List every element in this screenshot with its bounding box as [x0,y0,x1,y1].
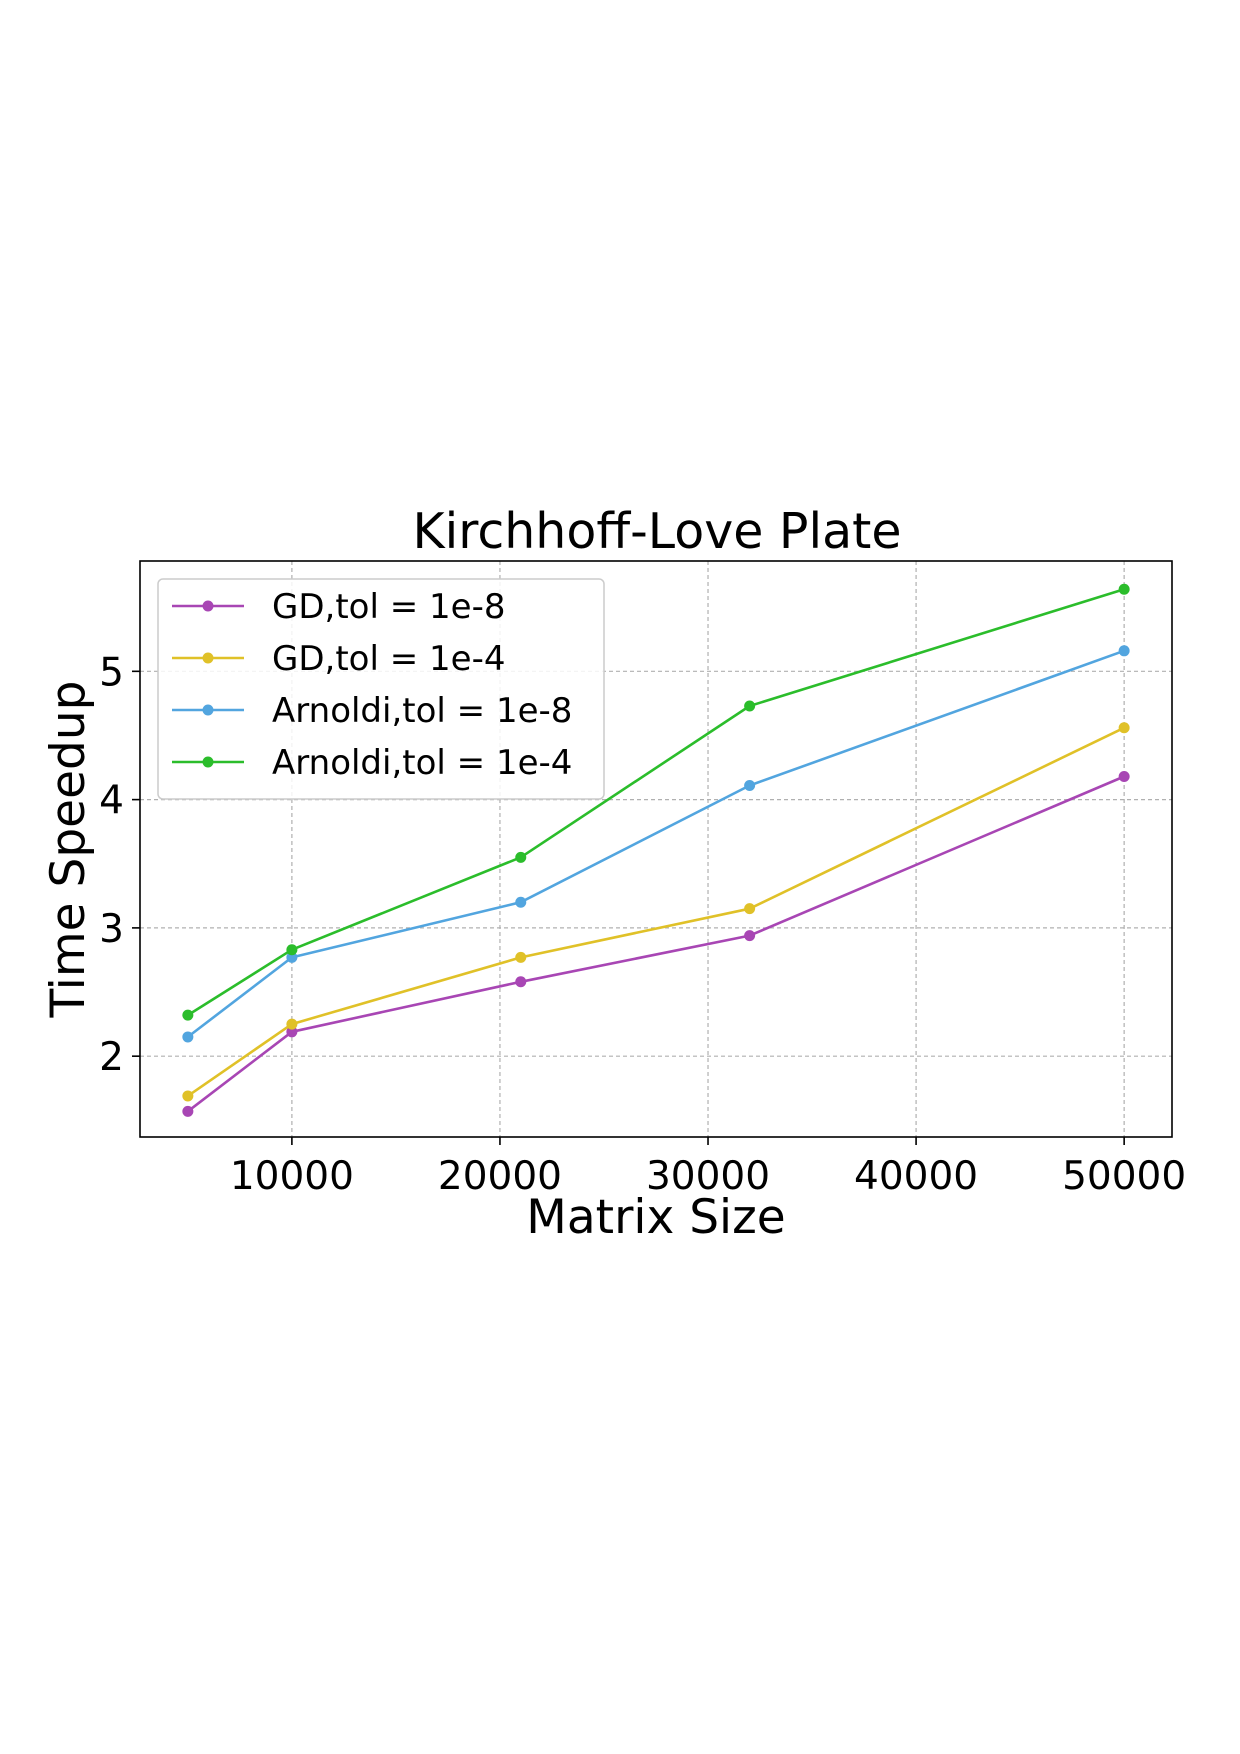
legend-entry: Arnoldi,tol = 1e-4 [172,743,572,783]
legend: GD,tol = 1e-8 GD,tol = 1e-4 Arnoldi,tol = … [157,578,605,800]
data-point [1118,722,1130,734]
data-point [515,896,527,908]
series-group [182,771,1130,1117]
legend-box [157,578,605,800]
y-tick-label: 5 [99,650,124,695]
x-tick-label: 20000 [438,1154,562,1199]
legend-swatch-marker [202,600,214,612]
legend-entry: Arnoldi,tol = 1e-8 [172,691,572,731]
data-point [744,903,756,915]
series-group [182,722,1130,1102]
x-axis-label: Matrix Size [526,1190,785,1245]
x-tick-label: 50000 [1062,1154,1186,1199]
y-tick-label: 2 [99,1035,124,1080]
axis-ticks: 10000 20000 30000 40000 50000 2 3 4 5 [99,650,1186,1199]
data-point [744,930,756,942]
data-point [515,851,527,863]
legend-swatch-marker [202,704,214,716]
series-group [182,583,1130,1021]
legend-label: Arnoldi,tol = 1e-8 [272,691,572,731]
data-point [286,1018,298,1030]
data-point [182,1090,194,1102]
y-tick-label: 3 [99,907,124,952]
data-point [182,1031,194,1043]
data-point [182,1105,194,1117]
data-point [1118,583,1130,595]
legend-label: GD,tol = 1e-4 [272,639,505,679]
data-point [744,779,756,791]
data-point [515,976,527,988]
x-tick-label: 30000 [646,1154,770,1199]
data-point [286,1026,298,1038]
data-point [286,951,298,963]
legend-swatch-marker [202,652,214,664]
y-axis-label: Time Speedup [41,681,96,1019]
data-point [182,1009,194,1021]
legend-swatch-marker [202,756,214,768]
series-lines [182,583,1130,1117]
y-tick-label: 4 [99,779,124,824]
data-point [744,700,756,712]
data-point [1118,645,1130,657]
legend-label: GD,tol = 1e-8 [272,587,505,627]
series-group [182,645,1130,1043]
legend-label: Arnoldi,tol = 1e-4 [272,743,572,783]
data-point [1118,771,1130,783]
legend-entry: GD,tol = 1e-8 [172,587,505,627]
chart-title: Kirchhoff-Love Plate [413,503,902,560]
data-point [515,951,527,963]
legend-entry: GD,tol = 1e-4 [172,639,505,679]
data-point [286,944,298,956]
x-tick-label: 10000 [230,1154,354,1199]
plot-area-frame [139,560,1173,1138]
x-tick-label: 40000 [854,1154,978,1199]
